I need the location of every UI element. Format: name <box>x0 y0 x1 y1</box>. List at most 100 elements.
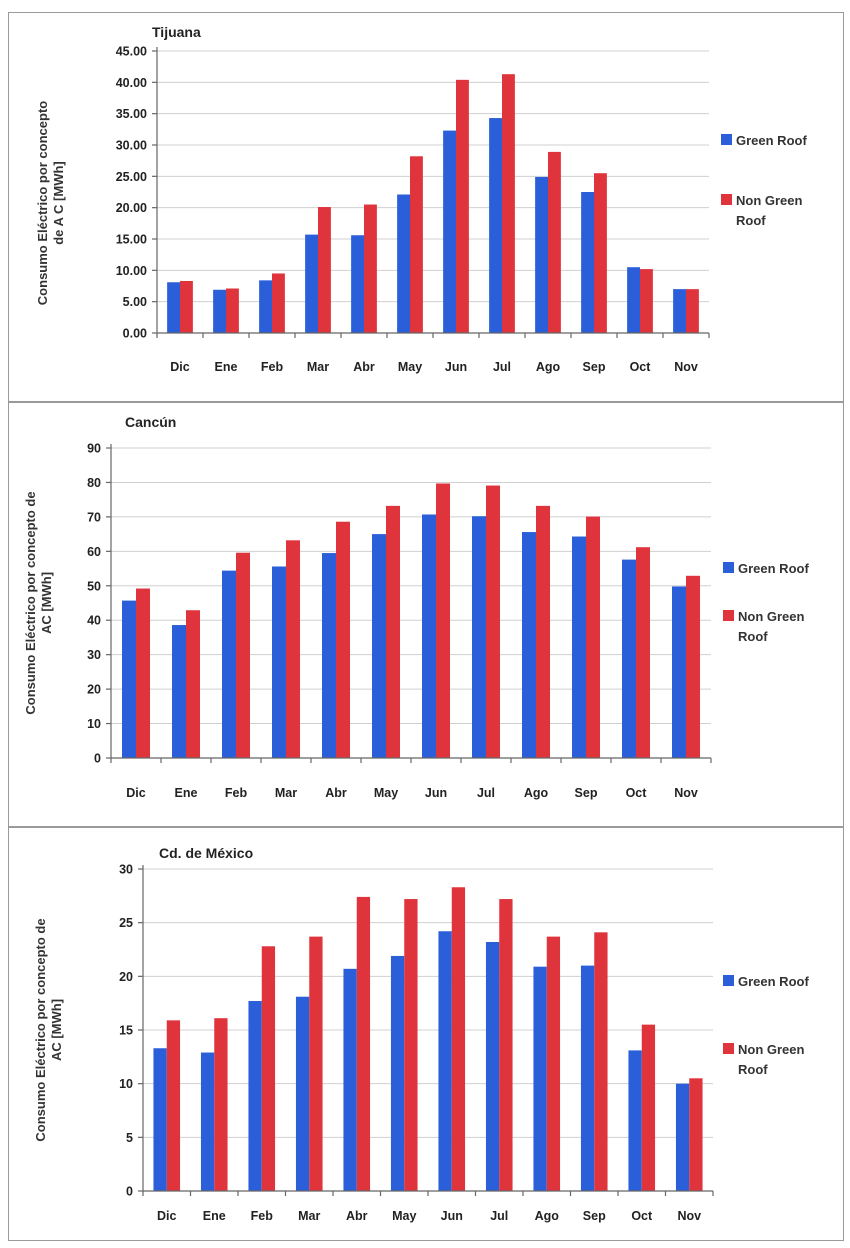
x-tick-label: Ene <box>215 360 238 374</box>
bar-green-roof <box>472 516 486 758</box>
chart-cancun: 0 10 20 30 40 50 60 70 80 90 Dic Ene Feb Mar Abr May Jun… <box>23 414 809 800</box>
bar-non-green-roof <box>594 173 607 333</box>
x-tick-label: Jul <box>490 1209 508 1223</box>
bar-green-roof <box>522 532 536 758</box>
legend-label: Roof <box>738 629 768 644</box>
x-tick-label: Mar <box>275 786 297 800</box>
bar-green-roof <box>122 600 136 758</box>
legend: Green Roof Non Green Roof <box>721 133 807 228</box>
bar-non-green-roof <box>272 273 285 333</box>
y-axis-label-line: Consumo Eléctrico por concepto de <box>33 918 48 1141</box>
bar-green-roof <box>581 192 594 333</box>
x-tick-label: Feb <box>225 786 248 800</box>
x-tick-label: Sep <box>583 1209 606 1223</box>
y-axis-label-line: AC [MWh] <box>49 999 64 1061</box>
y-tick-label: 15.00 <box>116 233 147 247</box>
bar-non-green-roof <box>364 204 377 333</box>
bar-green-roof <box>627 267 640 333</box>
x-tick-label: Nov <box>677 1209 701 1223</box>
y-tick-label: 25.00 <box>116 170 147 184</box>
bar-non-green-roof <box>336 521 350 758</box>
x-tick-label: Feb <box>261 360 284 374</box>
bar-non-green-roof <box>404 899 418 1191</box>
bar-non-green-roof <box>236 552 250 758</box>
x-tick-label: Ago <box>536 360 561 374</box>
legend-label: Roof <box>738 1062 768 1077</box>
bar-green-roof <box>322 553 336 758</box>
x-tick-label: Dic <box>126 786 146 800</box>
bar-green-roof <box>272 566 286 758</box>
x-tick-label: Ene <box>175 786 198 800</box>
legend-label: Green Roof <box>738 561 809 576</box>
bar-green-roof <box>489 118 502 333</box>
bar-green-roof <box>213 289 226 333</box>
legend-swatch <box>723 610 734 621</box>
bar-green-roof <box>533 966 547 1191</box>
legend-swatch <box>723 562 734 573</box>
bar-green-roof <box>485 941 500 1191</box>
y-tick-label: 20.00 <box>116 201 147 215</box>
legend-swatch <box>721 134 732 145</box>
x-tick-label: Abr <box>353 360 375 374</box>
x-tick-label: Ago <box>535 1209 560 1223</box>
y-tick-label: 15 <box>119 1024 133 1038</box>
x-tick-label: Dic <box>157 1209 177 1223</box>
bar-green-roof <box>153 1048 167 1191</box>
x-tick-label: Oct <box>626 786 648 800</box>
chart-panel-cancun: 0 10 20 30 40 50 60 70 80 90 Dic Ene Feb Mar Abr May Jun… <box>8 402 844 827</box>
y-axis-label: Consumo Eléctrico por concepto de AC [MWh… <box>33 918 64 1141</box>
bar-non-green-roof <box>451 887 466 1191</box>
x-tick-label: Nov <box>674 360 698 374</box>
legend-label: Green Roof <box>736 133 807 148</box>
y-tick-label: 90 <box>87 442 101 456</box>
bar-non-green-roof <box>636 547 650 758</box>
bar-green-roof <box>248 1001 262 1191</box>
bar-non-green-roof <box>641 1024 656 1191</box>
bar-green-roof <box>222 570 236 758</box>
bar-non-green-roof <box>226 288 239 333</box>
x-tick-label: Oct <box>631 1209 653 1223</box>
x-tick-label: Sep <box>583 360 606 374</box>
y-axis-label: Consumo Eléctrico por concepto de AC [MWh… <box>23 491 54 714</box>
bar-non-green-roof <box>548 151 561 333</box>
y-tick-label: 0.00 <box>123 327 147 341</box>
bar-green-roof <box>438 931 452 1191</box>
bar-non-green-roof <box>486 485 500 758</box>
x-tick-label: Feb <box>251 1209 274 1223</box>
y-axis-label-line: Consumo Eléctrico por concepto <box>35 101 50 305</box>
y-tick-label: 0 <box>126 1185 133 1199</box>
x-tick-label: May <box>374 786 398 800</box>
chart-title: Cd. de México <box>159 845 253 861</box>
bar-non-green-roof <box>318 207 331 333</box>
bar-non-green-roof <box>456 79 469 334</box>
y-tick-label: 10 <box>119 1077 133 1091</box>
bar-non-green-roof <box>180 280 193 333</box>
y-tick-label: 5.00 <box>123 295 147 309</box>
x-tick-label: Abr <box>325 786 347 800</box>
bar-green-roof <box>675 1083 690 1191</box>
y-tick-label: 10.00 <box>116 264 147 278</box>
y-tick-label: 25 <box>119 916 133 930</box>
bar-non-green-roof <box>640 269 653 333</box>
bar-green-roof <box>259 280 272 333</box>
x-tick-label: Abr <box>346 1209 368 1223</box>
chart-panel-tijuana: 0.00 5.00 10.00 15.00 20.00 25.00 30.00 35.00 40… <box>8 12 844 402</box>
legend-swatch <box>723 975 734 986</box>
legend: Green Roof Non Green Roof <box>723 561 809 644</box>
legend-label: Non Green <box>738 1042 805 1057</box>
legend-label: Non Green <box>736 193 803 208</box>
x-tick-label: Mar <box>298 1209 320 1223</box>
bar-non-green-roof <box>546 936 561 1191</box>
bar-non-green-roof <box>686 575 700 758</box>
y-tick-label: 35.00 <box>116 107 147 121</box>
bar-green-roof <box>200 1052 215 1191</box>
x-tick-label: Oct <box>630 360 652 374</box>
y-tick-label: 10 <box>87 717 101 731</box>
bar-green-roof <box>343 968 357 1191</box>
x-tick-label: Dic <box>170 360 190 374</box>
y-tick-label: 40 <box>87 614 101 628</box>
x-tick-label: Ene <box>203 1209 226 1223</box>
y-tick-label: 30 <box>87 648 101 662</box>
bar-green-roof <box>397 194 410 333</box>
x-tick-label: Mar <box>307 360 329 374</box>
